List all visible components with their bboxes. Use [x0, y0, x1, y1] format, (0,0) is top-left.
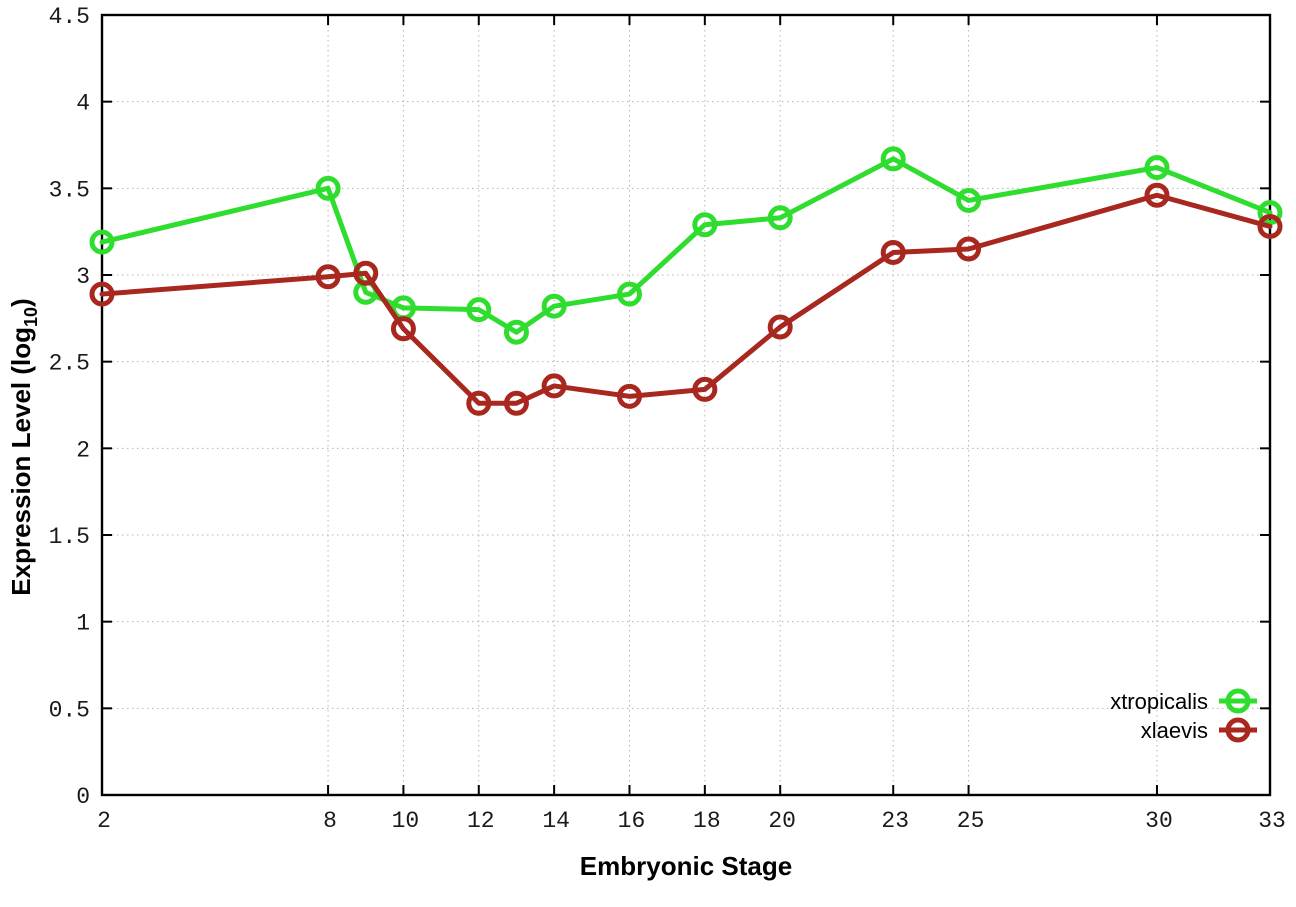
legend-label-xtropicalis: xtropicalis: [1110, 689, 1208, 714]
series-xtropicalis-marker: [1144, 155, 1170, 181]
y-tick-label: 4: [76, 91, 90, 117]
x-tick-label: 2: [97, 808, 111, 834]
legend-label-xlaevis: xlaevis: [1141, 718, 1208, 743]
series-xtropicalis-marker: [767, 205, 793, 231]
x-tick-label: 33: [1258, 808, 1286, 834]
series-xtropicalis-marker: [956, 187, 982, 213]
x-tick-label: 23: [881, 808, 909, 834]
series-xlaevis-marker: [956, 236, 982, 262]
x-tick-label: 10: [392, 808, 420, 834]
series-xlaevis-line: [99, 192, 1273, 406]
y-tick-label: 0: [76, 784, 90, 810]
y-tick-label: 0.5: [49, 697, 90, 723]
series-xtropicalis-marker: [616, 281, 642, 307]
series-xlaevis-marker: [503, 390, 529, 416]
x-tick-label: 30: [1145, 808, 1173, 834]
y-tick-label: 2.5: [49, 351, 90, 377]
series-xtropicalis-marker: [315, 175, 341, 201]
series-xlaevis-marker: [616, 383, 642, 409]
series-xtropicalis-marker: [466, 297, 492, 323]
series-xtropicalis-marker: [880, 146, 906, 172]
series-xlaevis-marker: [390, 316, 416, 342]
x-tick-label: 8: [323, 808, 337, 834]
y-tick-label: 1.5: [49, 524, 90, 550]
legend-sample-marker-xlaevis: [1225, 717, 1251, 743]
x-tick-label: 18: [693, 808, 721, 834]
series-xlaevis-marker: [315, 264, 341, 290]
series-xlaevis-marker: [353, 260, 379, 286]
series-xtropicalis-marker: [503, 319, 529, 345]
series-xtropicalis-marker: [541, 293, 567, 319]
x-tick-label: 25: [957, 808, 985, 834]
series-xlaevis-marker: [692, 376, 718, 402]
x-axis-label: Embryonic Stage: [579, 851, 793, 881]
x-tick-label: 20: [768, 808, 796, 834]
y-axis-label-close: ): [6, 298, 36, 307]
y-tick-label: 2: [76, 437, 90, 463]
series-xlaevis-marker: [767, 314, 793, 340]
y-axis-label-main: Expression Level (log: [6, 326, 36, 596]
series-xlaevis-marker: [89, 281, 115, 307]
x-tick-label: 14: [542, 808, 570, 834]
y-tick-label: 3: [76, 264, 90, 290]
y-axis-label-subscript: 10: [21, 306, 41, 327]
y-tick-label: 1: [76, 611, 90, 637]
series-xlaevis-marker: [1144, 182, 1170, 208]
y-tick-label: 3.5: [49, 177, 90, 203]
series-xlaevis-marker: [880, 239, 906, 265]
x-tick-label: 12: [467, 808, 495, 834]
plot-border: [100, 13, 1272, 797]
y-tick-label: 4.5: [49, 4, 90, 30]
series-xtropicalis-marker: [1257, 200, 1283, 226]
legend-sample-marker-xtropicalis: [1225, 688, 1251, 714]
x-tick-label: 16: [618, 808, 646, 834]
series-xlaevis-marker: [1257, 213, 1283, 239]
series-xtropicalis-marker: [89, 229, 115, 255]
series-xlaevis-marker: [466, 390, 492, 416]
series-xlaevis-marker: [541, 373, 567, 399]
y-axis-label: Expression Level (log10): [6, 298, 42, 595]
series-xtropicalis-marker: [692, 212, 718, 238]
series-xtropicalis-line: [99, 156, 1273, 335]
